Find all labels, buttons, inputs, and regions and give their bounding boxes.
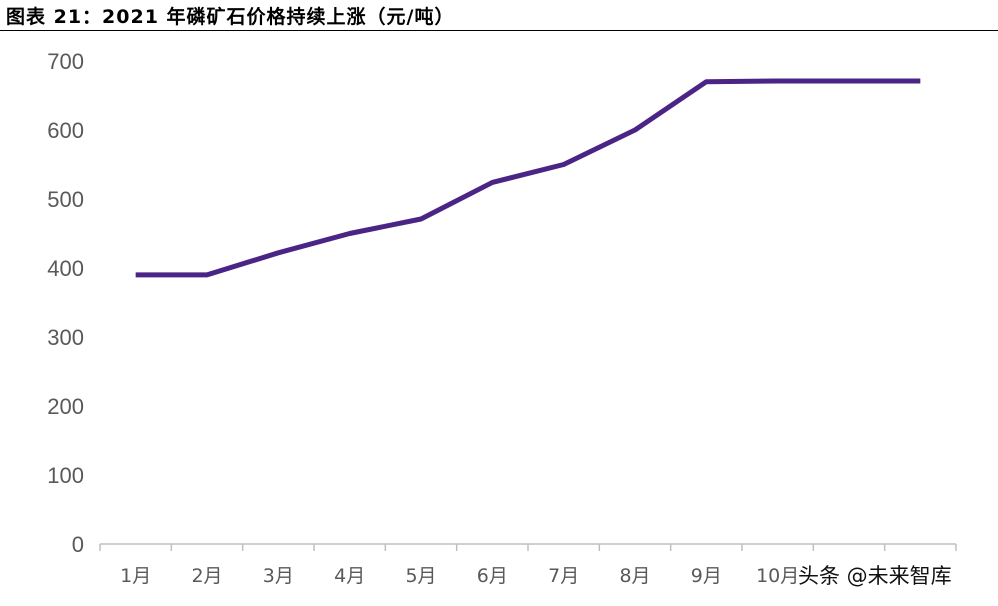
- watermark: 头条 @未来智库: [796, 560, 954, 590]
- y-tick-label: 100: [47, 463, 84, 488]
- y-tick-label: 400: [47, 256, 84, 281]
- y-tick-label: 300: [47, 325, 84, 350]
- y-tick-label: 700: [47, 49, 84, 74]
- x-tick-label: 3月: [263, 565, 294, 587]
- y-tick-label: 0: [72, 532, 84, 557]
- y-tick-label: 600: [47, 118, 84, 143]
- series-line: [135, 78, 921, 278]
- x-tick-label: 1月: [120, 565, 151, 587]
- x-tick-label: 9月: [691, 565, 722, 587]
- x-tick-label: 4月: [334, 565, 365, 587]
- y-tick-label: 200: [47, 394, 84, 419]
- x-tick-label: 8月: [619, 565, 650, 587]
- y-axis: 0 100 200 300 400 500 600 700: [47, 49, 84, 557]
- x-tick-label: 7月: [548, 565, 579, 587]
- series-layer: [135, 78, 921, 278]
- y-tick-label: 500: [47, 187, 84, 212]
- x-tick-label: 2月: [191, 565, 222, 587]
- chart-title: 图表 21：2021 年磷矿石价格持续上涨（元/吨）: [6, 6, 455, 28]
- x-tick-label: 10月: [756, 565, 799, 587]
- x-axis: 1月 2月 3月 4月 5月 6月 7月 8月 9月 10月: [99, 543, 957, 587]
- title-divider: [0, 30, 998, 31]
- x-tick-label: 5月: [405, 565, 436, 587]
- x-tick-label: 6月: [477, 565, 508, 587]
